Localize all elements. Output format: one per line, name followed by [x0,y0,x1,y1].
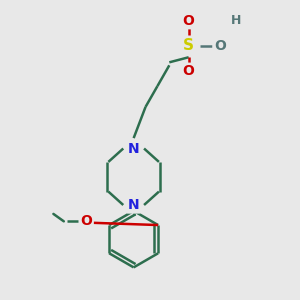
Text: S: S [183,38,194,53]
Text: N: N [128,198,140,212]
Text: O: O [183,14,195,28]
Text: N: N [128,142,140,155]
Text: H: H [231,14,242,27]
Text: O: O [80,214,92,228]
Text: O: O [183,64,195,78]
Text: O: O [214,39,226,53]
